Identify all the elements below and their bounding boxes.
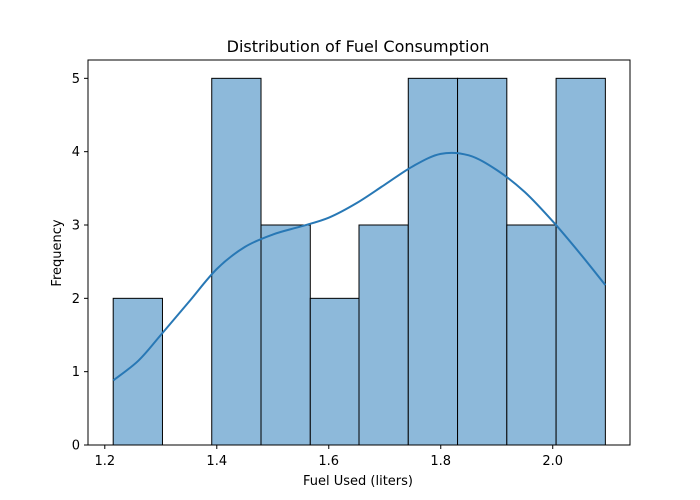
plot-frame <box>87 59 631 446</box>
y-tick-label: 3 <box>72 219 80 234</box>
kde-layer <box>112 151 607 382</box>
histogram-bar <box>211 77 262 446</box>
histogram-bar <box>309 297 360 446</box>
x-tick-label: 1.2 <box>94 454 115 469</box>
y-tick-label: 5 <box>72 72 80 87</box>
histogram-bar <box>457 77 508 446</box>
histogram-bar <box>112 297 163 446</box>
y-tick-label: 4 <box>72 145 80 160</box>
x-tick-label: 1.8 <box>430 454 451 469</box>
y-tick-label: 0 <box>72 439 80 454</box>
x-axis-label: Fuel Used (liters) <box>303 474 413 489</box>
histogram-bar <box>407 77 459 446</box>
histogram-bar <box>506 224 557 446</box>
y-axis-label: Frequency <box>50 219 65 286</box>
chart-title: Distribution of Fuel Consumption <box>227 37 490 56</box>
bars <box>112 77 606 446</box>
histogram-bar <box>358 224 409 446</box>
kde-line <box>112 151 607 382</box>
histogram-bar <box>260 224 311 446</box>
y-axis-ticks: 0 1 2 3 4 5 <box>72 72 88 454</box>
x-tick-label: 1.6 <box>318 454 339 469</box>
x-axis-ticks: 1.2 1.4 1.6 1.8 2.0 <box>94 445 563 469</box>
x-tick-label: 1.4 <box>206 454 227 469</box>
y-tick-label: 2 <box>72 292 80 307</box>
histogram-bar <box>555 77 606 446</box>
x-tick-label: 2.0 <box>542 454 563 469</box>
y-tick-label: 1 <box>72 365 80 380</box>
